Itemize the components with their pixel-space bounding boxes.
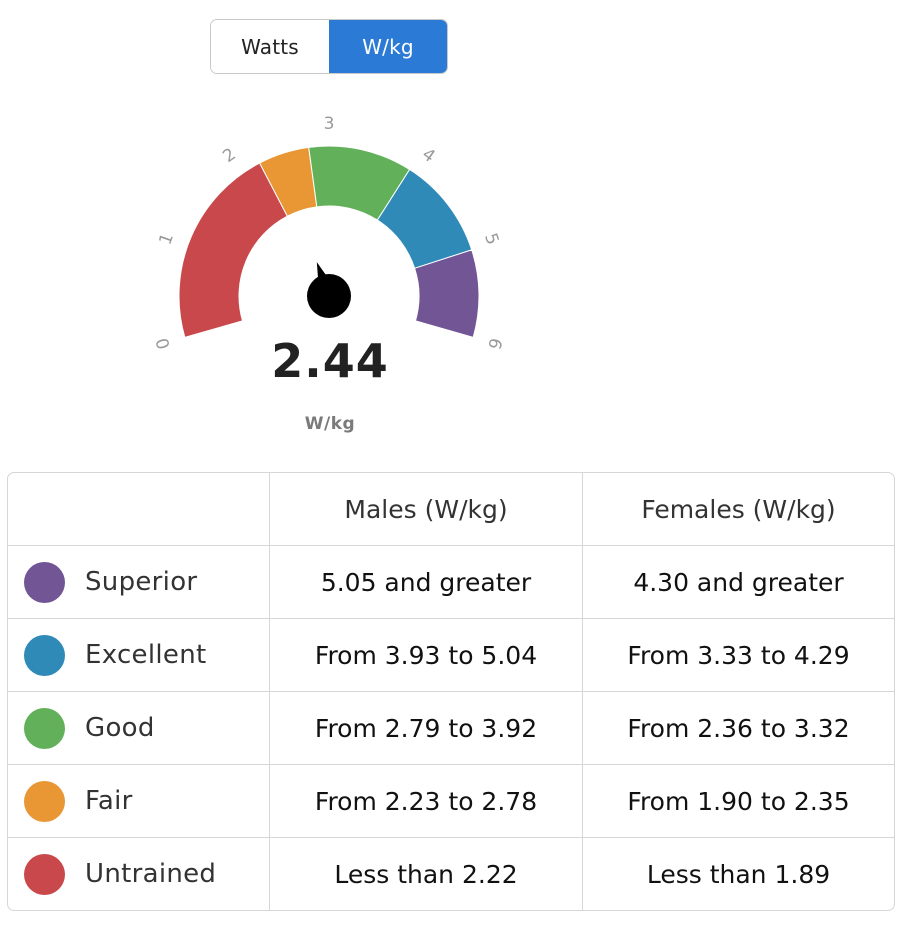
table-row: Excellent From 3.93 to 5.04 From 3.33 to… xyxy=(8,619,894,692)
table-row: Good From 2.79 to 3.92 From 2.36 to 3.32 xyxy=(8,692,894,765)
table-row: Fair From 2.23 to 2.78 From 1.90 to 2.35 xyxy=(8,765,894,838)
gauge-tick-label: 5 xyxy=(480,231,502,248)
males-range: 5.05 and greater xyxy=(270,546,583,619)
gauge-bands xyxy=(178,145,480,338)
wkg-toggle-button[interactable]: W/kg xyxy=(329,20,447,73)
level-color-dot xyxy=(24,853,65,895)
level-cell: Superior xyxy=(8,546,270,619)
fitness-levels-table: Males (W/kg) Females (W/kg) Superior 5.0… xyxy=(7,472,895,911)
power-gauge: 0 1 2 3 4 5 6 xyxy=(153,114,506,351)
gauge-needle-hub xyxy=(307,274,351,318)
gauge-tick-label: 2 xyxy=(219,144,239,167)
gauge-tick-label: 6 xyxy=(483,335,505,351)
level-color-dot xyxy=(24,561,65,603)
males-range: From 2.23 to 2.78 xyxy=(270,765,583,838)
gauge-band-0 xyxy=(178,162,289,338)
level-name: Fair xyxy=(85,786,133,816)
level-name: Untrained xyxy=(85,859,217,889)
females-range: From 1.90 to 2.35 xyxy=(583,765,894,838)
females-range: 4.30 and greater xyxy=(583,546,894,619)
gauge-unit: W/kg xyxy=(304,414,356,434)
gauge-band-4 xyxy=(414,249,480,338)
table-header-females: Females (W/kg) xyxy=(583,473,894,546)
level-name: Excellent xyxy=(85,640,207,670)
gauge-tick-label: 3 xyxy=(324,114,335,134)
level-cell: Fair xyxy=(8,765,270,838)
table-header-level xyxy=(8,473,270,546)
level-color-dot xyxy=(24,707,65,749)
level-name: Superior xyxy=(85,567,198,597)
table-header-row: Males (W/kg) Females (W/kg) xyxy=(8,473,894,546)
table-row: Untrained Less than 2.22 Less than 1.89 xyxy=(8,838,894,910)
males-range: From 3.93 to 5.04 xyxy=(270,619,583,692)
females-range: From 2.36 to 3.32 xyxy=(583,692,894,765)
table-header-males: Males (W/kg) xyxy=(270,473,583,546)
males-range: Less than 2.22 xyxy=(270,838,583,910)
level-name: Good xyxy=(85,713,155,743)
gauge-needle xyxy=(307,262,351,318)
females-range: Less than 1.89 xyxy=(646,859,831,889)
level-color-dot xyxy=(24,634,65,676)
gauge-value: 2.44 xyxy=(271,334,389,388)
gauge-tick-label: 0 xyxy=(153,335,175,351)
level-cell: Good xyxy=(8,692,270,765)
unit-toggle: Watts W/kg xyxy=(210,19,448,74)
level-color-dot xyxy=(24,780,65,822)
level-cell: Untrained xyxy=(8,838,270,910)
males-range: From 2.79 to 3.92 xyxy=(270,692,583,765)
table-row: Superior 5.05 and greater 4.30 and great… xyxy=(8,546,894,619)
level-cell: Excellent xyxy=(8,619,270,692)
watts-toggle-button[interactable]: Watts xyxy=(211,20,329,73)
gauge-tick-label: 1 xyxy=(155,231,177,248)
gauge-tick-label: 4 xyxy=(418,144,438,167)
females-range: From 3.33 to 4.29 xyxy=(583,619,894,692)
